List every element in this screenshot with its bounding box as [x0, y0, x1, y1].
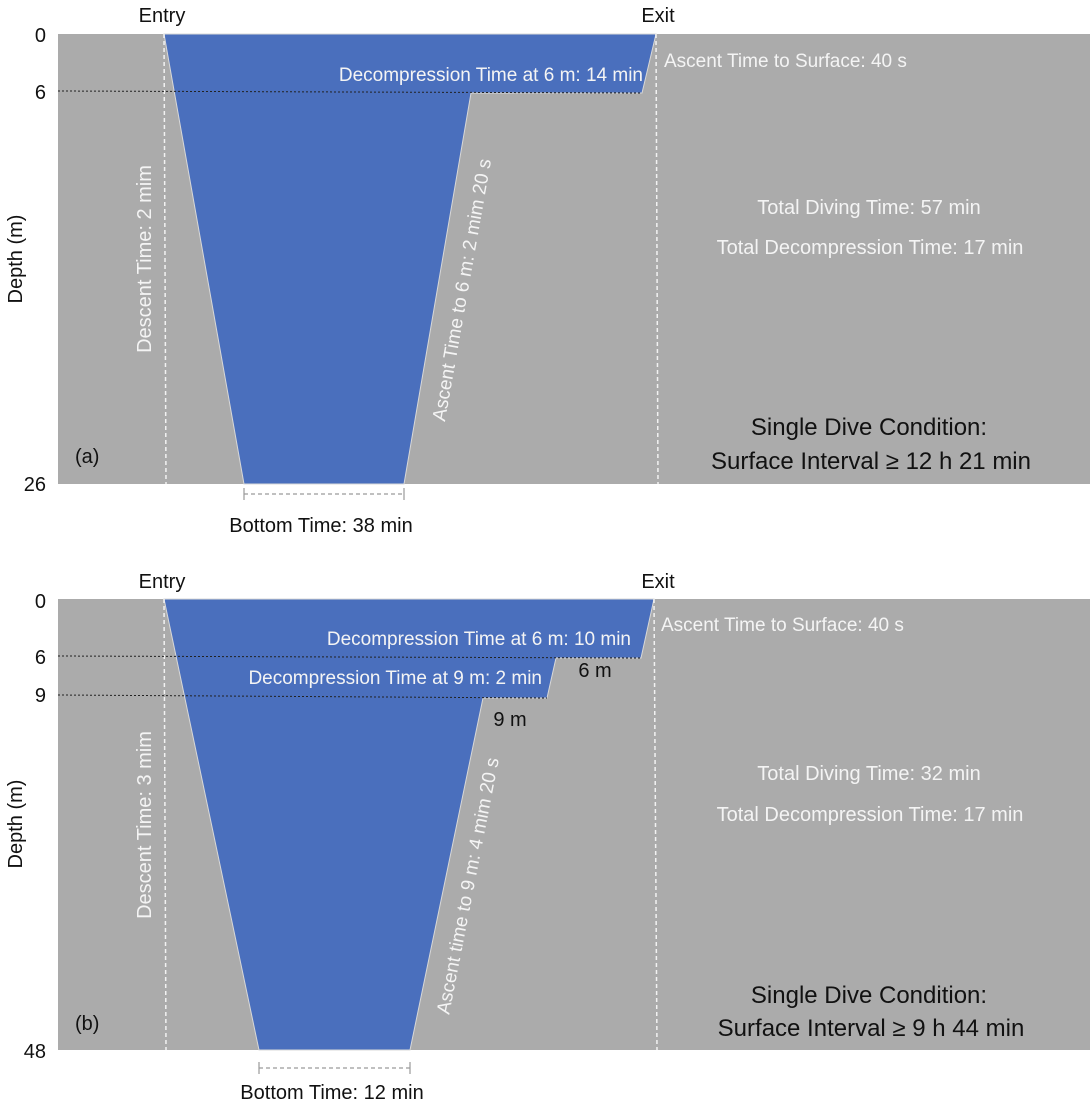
- panel-a-bottom-time-bracket: [243, 488, 405, 500]
- panel-a-surface-ascent-label: Ascent Time to Surface: 40 s: [664, 51, 907, 72]
- panel-a-entry-guide: [163, 33, 167, 485]
- panel-a-exit-label: Exit: [641, 5, 675, 27]
- panel-b-total-decompression-time: Total Decompression Time: 17 min: [717, 804, 1024, 826]
- panel-b-bottom-time-bracket: [258, 1062, 411, 1074]
- panel-b-exit-guide: [653, 598, 658, 1051]
- panel-b-bottom-time-label: Bottom Time: 12 min: [240, 1082, 423, 1104]
- panel-a-descent-label: Descent Time: 2 mim: [134, 165, 156, 353]
- panel-b-depth-tick-9: 9: [35, 685, 46, 707]
- panel-a-deco-label-6m: Decompression Time at 6 m: 14 min: [339, 65, 643, 86]
- panel-b: Entry Exit 0 6 9 48 Depth (m) Descent Ti…: [5, 571, 1090, 1104]
- panel-a-exit-guide: [655, 33, 659, 485]
- panel-a-depth-6-line: [57, 90, 643, 94]
- panel-b-descent-label: Descent Time: 3 mim: [134, 731, 156, 919]
- panel-b-exit-label: Exit: [641, 571, 675, 593]
- panel-a-depth-tick-26: 26: [24, 474, 46, 496]
- panel-a-total-decompression-time: Total Decompression Time: 17 min: [717, 237, 1024, 259]
- panel-b-deco-label-9m: Decompression Time at 9 m: 2 min: [248, 668, 542, 689]
- panel-b-depth-tick-48: 48: [24, 1041, 46, 1063]
- panel-b-depth-9-line: [57, 694, 548, 699]
- panel-a-panel-label: (a): [75, 446, 99, 468]
- panel-a-total-diving-time: Total Diving Time: 57 min: [757, 197, 980, 219]
- panel-a-condition-title: Single Dive Condition:: [751, 414, 987, 441]
- panel-b-axis-label: Depth (m): [5, 780, 27, 869]
- panel-a-axis-label: Depth (m): [5, 215, 27, 304]
- panel-b-surface-interval: Surface Interval ≥ 9 h 44 min: [718, 1015, 1025, 1042]
- panel-b-entry-label: Entry: [139, 571, 186, 593]
- panel-a: Entry Exit 0 6 26 Depth (m) Descent Time…: [5, 5, 1090, 537]
- panel-b-depth-tick-0: 0: [35, 591, 46, 613]
- panel-b-surface-ascent-label: Ascent Time to Surface: 40 s: [661, 615, 904, 636]
- panel-b-depth-tick-6: 6: [35, 647, 46, 669]
- panel-b-deco-label-6m: Decompression Time at 6 m: 10 min: [327, 629, 631, 650]
- panel-b-total-diving-time: Total Diving Time: 32 min: [757, 763, 980, 785]
- panel-a-depth-tick-0: 0: [35, 25, 46, 47]
- panel-b-depth-6-line: [57, 655, 642, 659]
- panel-b-stop-label-9m: 9 m: [493, 709, 526, 731]
- panel-a-bottom-time-label: Bottom Time: 38 min: [229, 515, 412, 537]
- panel-b-stop-label-6m: 6 m: [578, 660, 611, 682]
- panel-b-entry-guide: [163, 598, 167, 1051]
- panel-a-depth-tick-6: 6: [35, 82, 46, 104]
- panel-b-panel-label: (b): [75, 1013, 99, 1035]
- panel-a-entry-label: Entry: [139, 5, 186, 27]
- panel-b-condition-title: Single Dive Condition:: [751, 982, 987, 1009]
- panel-a-surface-interval: Surface Interval ≥ 12 h 21 min: [711, 448, 1031, 475]
